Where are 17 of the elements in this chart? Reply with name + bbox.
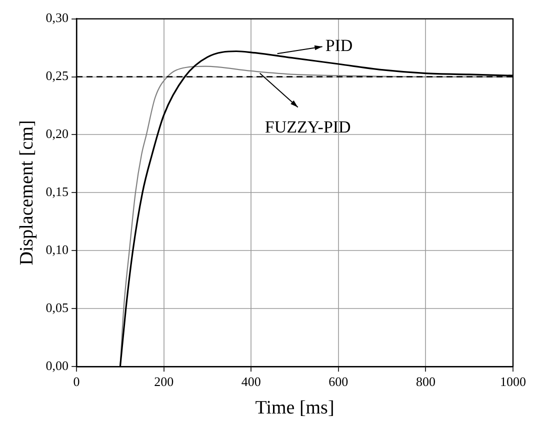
x-tick-label: 600: [328, 374, 348, 389]
y-tick-label: 0,05: [46, 300, 69, 316]
x-tick-label: 0: [73, 374, 80, 389]
y-tick-label: 0,00: [46, 358, 69, 374]
y-tick-label: 0,30: [46, 10, 69, 26]
y-tick-label: 0,25: [46, 68, 69, 84]
y-tick-label: 0,10: [46, 242, 69, 258]
y-axis-title: Displacement [cm]: [16, 120, 38, 266]
annotation: FUZZY-PID: [264, 117, 351, 136]
x-tick-label: 1000: [500, 374, 526, 389]
x-tick-label: 400: [241, 374, 261, 389]
x-tick-label: 200: [154, 374, 174, 389]
y-tick-label: 0,15: [46, 184, 69, 200]
x-axis-title: Time [ms]: [255, 398, 334, 419]
y-tick-label: 0,20: [46, 126, 69, 142]
x-tick-label: 800: [416, 374, 436, 389]
annotation: PID: [325, 36, 353, 56]
